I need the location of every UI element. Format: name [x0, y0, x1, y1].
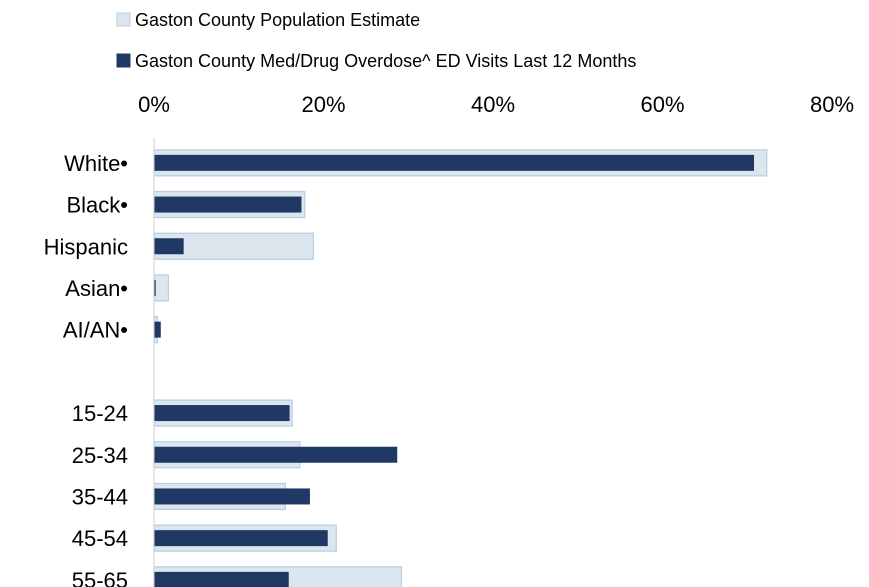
bar-ed-visits: [154, 154, 755, 171]
legend-label-1: Gaston County Population Estimate: [135, 10, 420, 30]
category-label: AI/AN•: [63, 318, 128, 343]
legend: Gaston County Population Estimate Gaston …: [116, 10, 636, 71]
category-labels: White• Black• Hispanic Asian• AI/AN• 15-24 25-…: [44, 151, 128, 587]
bar-ed-visits: [154, 571, 289, 587]
legend-label-2: Gaston County Med/Drug Overdose^ ED Visi…: [135, 51, 636, 71]
bar-ed-visits: [154, 488, 310, 505]
bar-ed-visits: [154, 446, 398, 463]
x-tick-label: 80%: [810, 92, 854, 117]
x-tick-label: 20%: [301, 92, 345, 117]
category-label: 55-65: [72, 568, 128, 587]
category-label: 25-34: [72, 443, 128, 468]
category-label: 35-44: [72, 484, 128, 509]
category-label: 15-24: [72, 401, 128, 426]
x-tick-label: 0%: [138, 92, 170, 117]
category-label: Black•: [67, 193, 129, 218]
x-tick-label: 60%: [640, 92, 684, 117]
bar-ed-visits: [154, 530, 328, 547]
category-label: Hispanic: [44, 234, 128, 259]
bar-ed-visits: [154, 196, 302, 213]
category-label: White•: [64, 151, 128, 176]
bar-ed-visits: [154, 238, 184, 255]
category-label: Asian•: [65, 276, 128, 301]
category-label: 45-54: [72, 526, 128, 551]
bar-ed-visits: [154, 279, 156, 296]
legend-swatch-1: [116, 12, 131, 27]
x-axis: 0% 20% 40% 60% 80%: [138, 92, 854, 117]
bar-population: [153, 274, 170, 302]
x-tick-label: 40%: [471, 92, 515, 117]
legend-swatch-2: [116, 53, 131, 68]
bar-ed-visits: [154, 321, 161, 338]
bar-ed-visits: [154, 405, 290, 422]
bars: [153, 149, 768, 587]
